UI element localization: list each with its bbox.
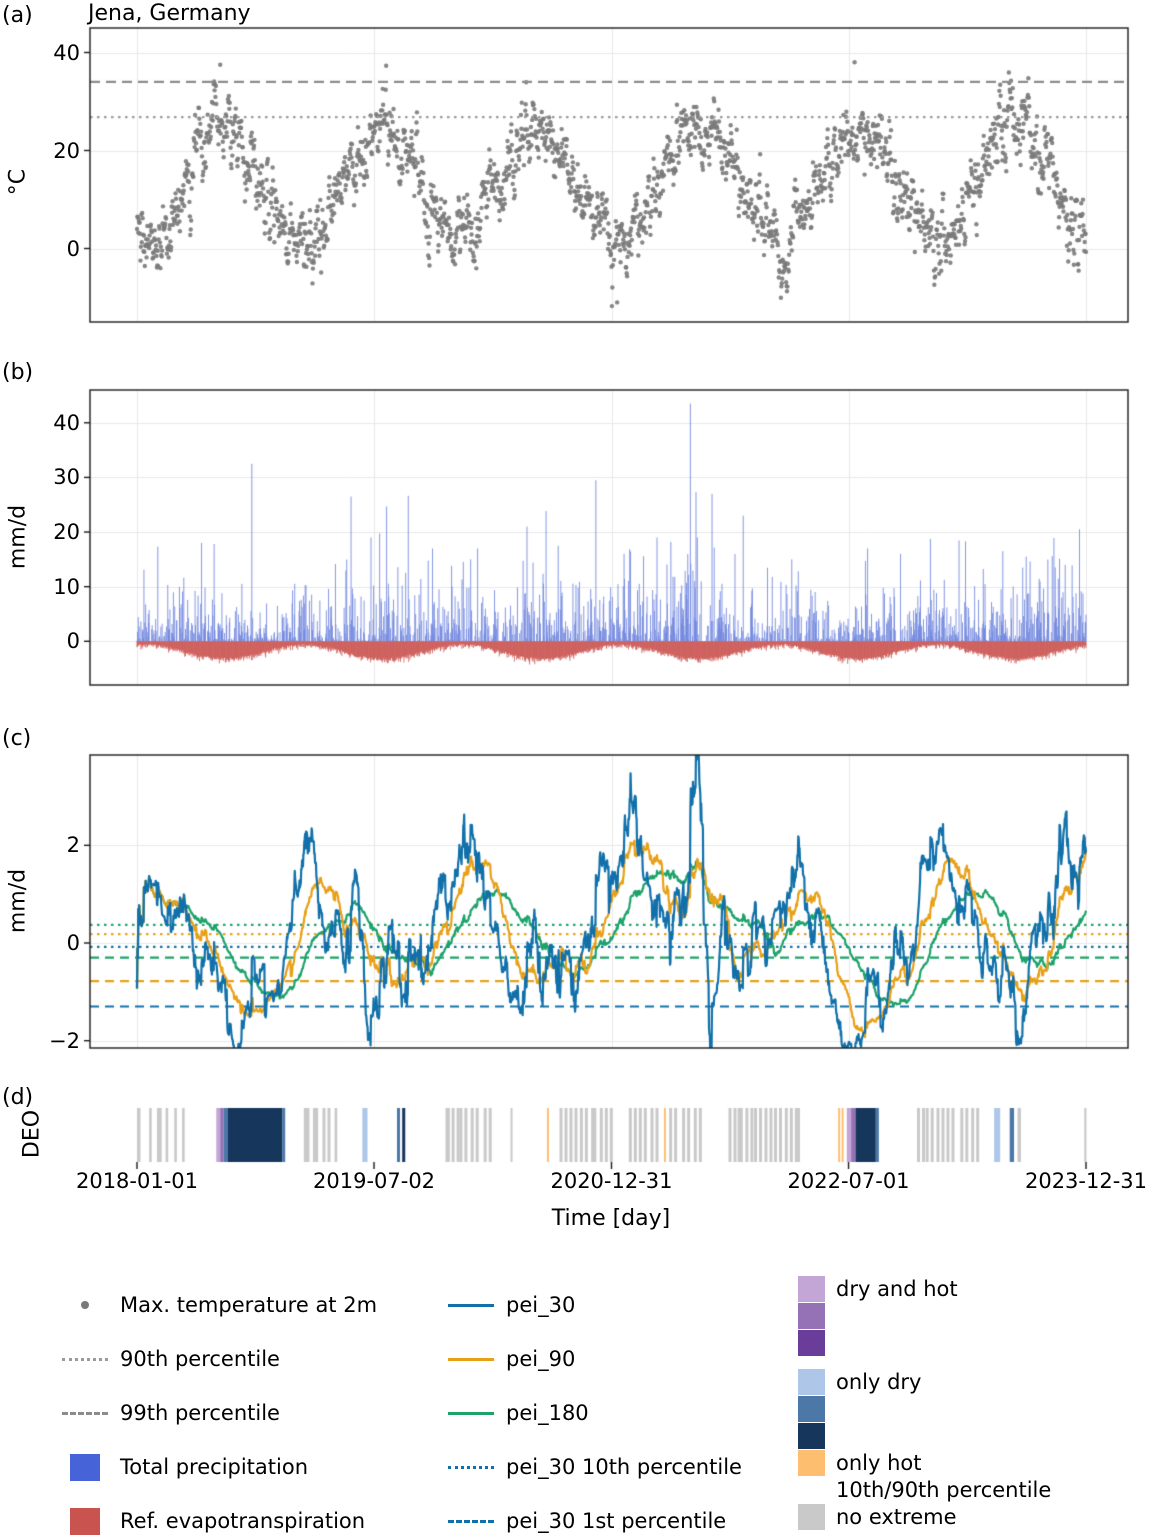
y-tick-label-a: 20 xyxy=(53,138,80,163)
plots-canvas xyxy=(0,0,1152,1180)
legend-label: Total precipitation xyxy=(120,1455,309,1479)
y-tick-label-a: 40 xyxy=(53,40,80,65)
panel-label-d: (d) xyxy=(2,1085,34,1110)
legend-category-label: only hot xyxy=(836,1451,922,1475)
legend-item: pei_90 xyxy=(448,1344,575,1374)
plot-title: Jena, Germany xyxy=(88,1,251,26)
legend-dashed-line-icon xyxy=(62,1411,108,1415)
x-tick-label: 2022-07-01 xyxy=(787,1169,910,1193)
x-tick-label: 2023-12-31 xyxy=(1024,1169,1148,1193)
legend-dotted-line-icon xyxy=(62,1357,108,1361)
legend-category-swatch xyxy=(798,1423,825,1449)
y-tick-label-b: 10 xyxy=(53,574,80,599)
legend-rect-icon xyxy=(62,1507,108,1535)
legend-category-swatch xyxy=(798,1330,825,1356)
legend-label: pei_30 1st percentile xyxy=(506,1509,727,1533)
legend-label: Max. temperature at 2m xyxy=(120,1293,378,1317)
legend-category-swatch xyxy=(798,1504,825,1530)
legend-line-icon xyxy=(448,1357,494,1361)
y-tick-label-c: 0 xyxy=(66,931,80,955)
legend-line-icon xyxy=(448,1411,494,1415)
legend-label: 90th percentile xyxy=(120,1347,280,1371)
y-tick-label-b: 30 xyxy=(53,465,80,490)
legend-label: pei_30 xyxy=(506,1293,576,1317)
legend-category-label: dry and hot xyxy=(836,1277,958,1301)
legend-category-swatch xyxy=(798,1477,825,1503)
y-tick-label-a: 0 xyxy=(66,236,80,261)
y-tick-label-c: 2 xyxy=(66,833,80,858)
x-tick-label: 2019-07-02 xyxy=(313,1169,436,1193)
y-tick-label-c: −2 xyxy=(49,1028,80,1053)
y-tick-label-b: 40 xyxy=(53,410,80,435)
legend-label: 99th percentile xyxy=(120,1401,280,1425)
x-tick-label: 2018-01-01 xyxy=(75,1169,199,1193)
legend-rect-icon xyxy=(62,1453,108,1481)
legend-category-label: only dry xyxy=(836,1370,922,1394)
legend-label: pei_90 xyxy=(506,1347,576,1371)
y-axis-label-c: mm/d xyxy=(5,868,31,934)
legend-category-label: 10th/90th percentile xyxy=(836,1478,1052,1502)
y-axis-label-a: °C xyxy=(5,168,31,196)
legend-label: Ref. evapotranspiration xyxy=(120,1509,366,1533)
y-axis-label-d: DEO xyxy=(19,1109,45,1159)
legend-item: pei_180 xyxy=(448,1398,589,1428)
legend-category-swatch xyxy=(798,1303,825,1329)
legend-item: pei_30 xyxy=(448,1290,575,1320)
panel-label-c: (c) xyxy=(2,726,32,751)
legend-item: 99th percentile xyxy=(62,1398,280,1428)
legend-dot-icon xyxy=(62,1301,108,1309)
y-tick-label-b: 0 xyxy=(66,629,80,654)
legend-item: pei_30 1st percentile xyxy=(448,1506,726,1536)
legend-category-swatch xyxy=(798,1396,825,1422)
y-tick-label-b: 20 xyxy=(53,520,80,545)
legend-label: pei_30 10th percentile xyxy=(506,1455,742,1479)
x-axis-label: Time [day] xyxy=(551,1206,671,1231)
legend-dashed-line-icon xyxy=(448,1519,494,1523)
legend-label: pei_180 xyxy=(506,1401,589,1425)
legend-line-icon xyxy=(448,1303,494,1307)
legend-item: 90th percentile xyxy=(62,1344,280,1374)
legend-category-swatch xyxy=(798,1450,825,1476)
legend-item: Total precipitation xyxy=(62,1452,308,1482)
x-tick-label: 2020-12-31 xyxy=(550,1169,673,1193)
panel-label-a: (a) xyxy=(2,3,33,28)
panel-label-b: (b) xyxy=(2,360,34,385)
legend-item: Max. temperature at 2m xyxy=(62,1290,377,1320)
legend-item: Ref. evapotranspiration xyxy=(62,1506,365,1536)
legend-category-swatch xyxy=(798,1369,825,1395)
legend-category-label: no extreme xyxy=(836,1505,957,1529)
legend-item: pei_30 10th percentile xyxy=(448,1452,742,1482)
legend-dotted-line-icon xyxy=(448,1465,494,1469)
legend-category-swatch xyxy=(798,1276,825,1302)
